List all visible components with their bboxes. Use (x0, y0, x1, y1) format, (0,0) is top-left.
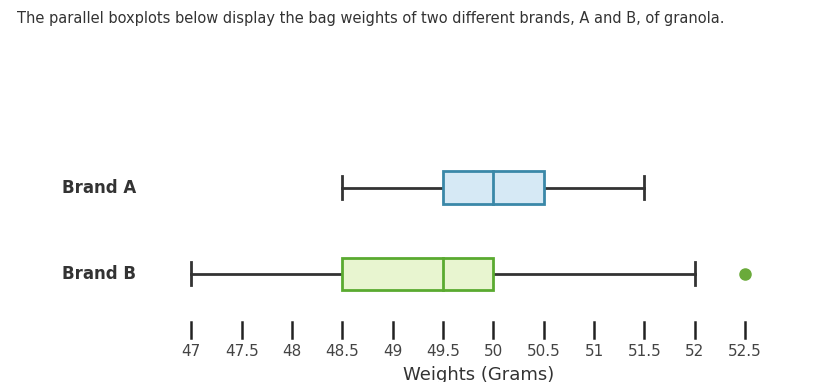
Text: 52.5: 52.5 (728, 344, 762, 359)
Text: 48: 48 (283, 344, 301, 359)
Text: 50: 50 (484, 344, 503, 359)
Text: The parallel boxplots below display the bag weights of two different brands, A a: The parallel boxplots below display the … (17, 11, 724, 26)
Text: 48.5: 48.5 (326, 344, 359, 359)
Text: 49: 49 (383, 344, 403, 359)
Text: 52: 52 (685, 344, 704, 359)
Text: 50.5: 50.5 (527, 344, 560, 359)
Text: 49.5: 49.5 (426, 344, 460, 359)
Bar (342, 257, 493, 290)
Text: Weights (Grams): Weights (Grams) (403, 366, 554, 382)
Text: Brand B: Brand B (62, 265, 136, 283)
Text: 51: 51 (585, 344, 603, 359)
Text: Brand A: Brand A (62, 179, 136, 197)
Text: 47.5: 47.5 (225, 344, 258, 359)
Text: 47: 47 (182, 344, 201, 359)
Text: 51.5: 51.5 (628, 344, 661, 359)
Bar (443, 172, 544, 204)
